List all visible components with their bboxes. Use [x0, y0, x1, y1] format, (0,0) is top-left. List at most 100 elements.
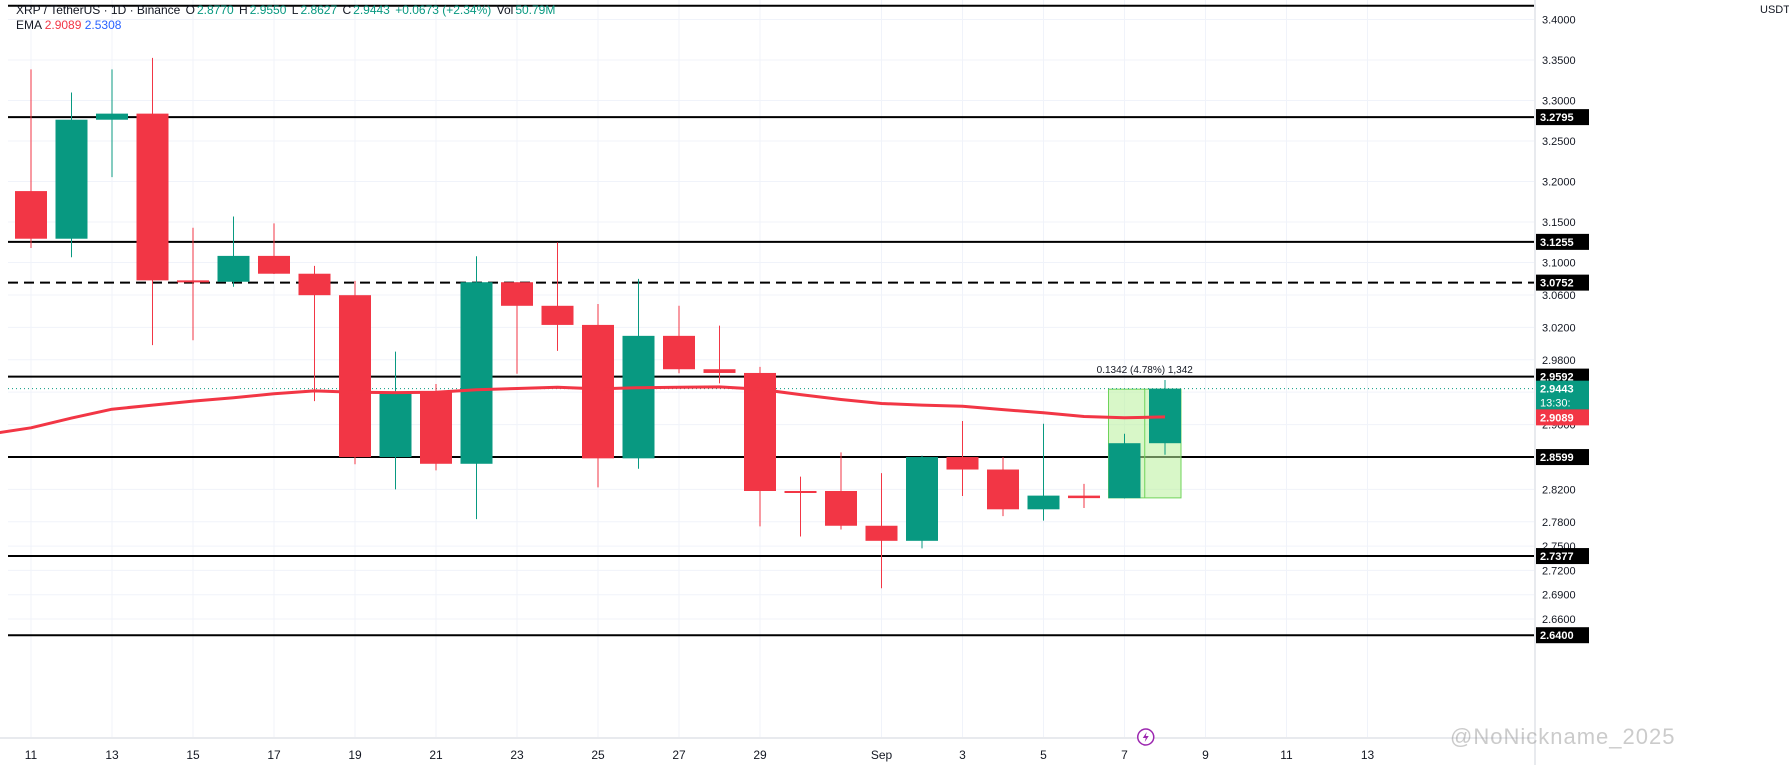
candle	[379, 351, 412, 490]
price-tick-label: 3.4000	[1542, 14, 1576, 26]
price-tick-label: 3.3500	[1542, 55, 1576, 67]
candle	[339, 280, 371, 465]
candle-body	[298, 273, 331, 296]
indicator-name: EMA	[16, 18, 42, 32]
candle-body	[177, 280, 209, 283]
level-price-tag-text: 2.7377	[1540, 551, 1574, 563]
candle	[825, 452, 857, 530]
price-tick-label: 2.7200	[1542, 565, 1576, 577]
level-price-tag-text: 2.8599	[1540, 452, 1574, 464]
event-lightning-icon	[1137, 728, 1155, 746]
level-price-tag-text: 2.9592	[1540, 372, 1574, 384]
candle	[865, 473, 898, 589]
candle-body	[55, 119, 88, 239]
candle	[420, 384, 452, 471]
candle-body	[15, 191, 47, 239]
price-tick-label: 3.0600	[1542, 290, 1576, 302]
price-tick-label: 2.6600	[1542, 614, 1576, 626]
open-label: O	[185, 3, 195, 17]
candle-body	[987, 469, 1019, 510]
symbol-legend: XRP / TetherUS · 1D · Binance O 2.8770 H 2…	[16, 2, 557, 18]
candle-body	[258, 255, 290, 274]
close-value: 2.9443	[353, 3, 390, 17]
time-tick-label: 25	[591, 748, 605, 762]
price-tick-label: 3.1500	[1542, 217, 1576, 229]
candle	[703, 325, 736, 384]
low-label: L	[291, 3, 299, 17]
change-value: +0.0673 (+2.34%)	[395, 3, 492, 17]
candle-body	[1068, 495, 1100, 499]
currency-label[interactable]: USDT	[1760, 4, 1789, 16]
candle-body	[1027, 495, 1060, 510]
candle	[96, 69, 128, 178]
open-value: 2.8770	[196, 3, 234, 17]
candle	[541, 242, 574, 351]
time-tick-label: 11	[1280, 748, 1293, 762]
candle	[622, 278, 655, 469]
candle	[136, 57, 169, 346]
candle-body	[541, 305, 574, 325]
price-tick-label: 3.3000	[1542, 96, 1576, 108]
time-tick-label: 5	[1040, 748, 1047, 762]
level-price-tag: 3.1255	[1536, 233, 1589, 250]
level-price-tag-text: 3.1255	[1540, 237, 1574, 249]
candle-body	[96, 113, 128, 120]
time-tick-label: 29	[753, 748, 767, 762]
time-tick-label: 19	[348, 748, 362, 762]
time-tick-label: Sep	[871, 748, 893, 762]
price-axis: 3.4000 3.3500 3.3000 3.2500 3.2000 3.1500 3.10…	[1542, 14, 1576, 626]
time-axis: 11 13 15 17 19 21 23 25 27 29 Sep 3 5 7 9 11 13	[25, 748, 1375, 762]
candle-body	[136, 113, 169, 281]
countdown-text: 13:30:	[1540, 398, 1571, 410]
time-tick-label: 15	[186, 748, 200, 762]
candle	[987, 457, 1019, 517]
candle	[298, 265, 331, 402]
candle-body	[784, 490, 817, 493]
candle-body	[460, 282, 493, 464]
level-price-tag-bg	[1536, 368, 1589, 385]
candle	[55, 92, 88, 258]
candle	[15, 69, 47, 249]
high-label: H	[239, 3, 248, 17]
low-value: 2.8627	[300, 3, 338, 17]
current-price-tag-bg	[1536, 380, 1589, 411]
time-tick-label: 23	[510, 748, 524, 762]
time-tick-label: 17	[267, 748, 281, 762]
current-price-tag: 2.9443 13:30:	[1536, 380, 1589, 411]
price-tick-label: 3.2500	[1542, 136, 1576, 148]
price-tick-label: 2.8200	[1542, 484, 1576, 496]
price-tick-label: 3.0200	[1542, 322, 1576, 334]
ema-line	[0, 385, 1166, 434]
volume-label: Vol	[496, 3, 514, 17]
candle	[1027, 423, 1060, 521]
current-price-tag-text: 2.9089	[1540, 412, 1574, 424]
level-price-tag: 2.8599	[1536, 449, 1589, 466]
level-price-tag-text: 3.0752	[1540, 278, 1574, 290]
candle	[744, 366, 776, 527]
candle-body	[825, 490, 857, 526]
level-price-tag-text: 2.6400	[1540, 630, 1574, 642]
level-price-tag-bg	[1536, 109, 1589, 126]
candle	[1068, 483, 1100, 509]
candle	[501, 282, 533, 374]
candle	[663, 305, 695, 374]
time-tick-label: 13	[105, 748, 119, 762]
symbol-title: XRP / TetherUS · 1D · Binance	[16, 3, 181, 17]
candle	[906, 455, 938, 549]
ema-value-secondary: 2.5308	[84, 18, 122, 32]
price-tick-label: 3.2000	[1542, 177, 1576, 189]
time-tick-label: 11	[25, 748, 38, 762]
candle-body	[906, 457, 938, 541]
level-price-tag: 2.7377	[1536, 548, 1589, 565]
time-tick-label: 7	[1121, 748, 1128, 762]
candle	[217, 216, 250, 287]
level-price-tag: 3.2795	[1536, 109, 1589, 126]
indicator-legend[interactable]: EMA 2.9089 2.5308	[16, 17, 121, 33]
grid	[8, 0, 1534, 737]
level-price-tag-bg	[1536, 548, 1589, 565]
price-tick-label: 3.1000	[1542, 258, 1576, 270]
level-price-tag: 2.6400	[1536, 627, 1589, 644]
ema-value: 2.9089	[44, 18, 82, 32]
candles	[15, 57, 1181, 589]
